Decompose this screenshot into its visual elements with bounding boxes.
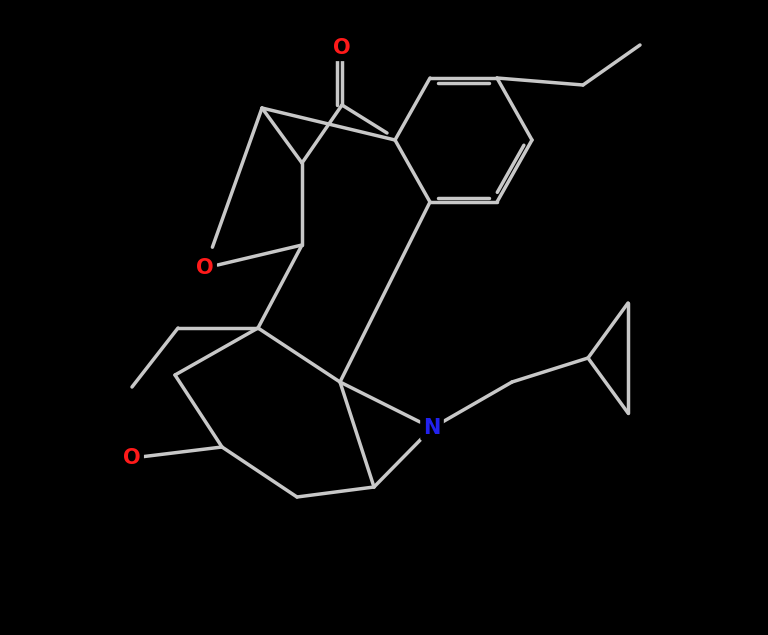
Text: N: N: [423, 418, 441, 438]
Text: O: O: [196, 258, 214, 278]
Text: O: O: [123, 448, 141, 468]
Text: O: O: [333, 38, 351, 58]
